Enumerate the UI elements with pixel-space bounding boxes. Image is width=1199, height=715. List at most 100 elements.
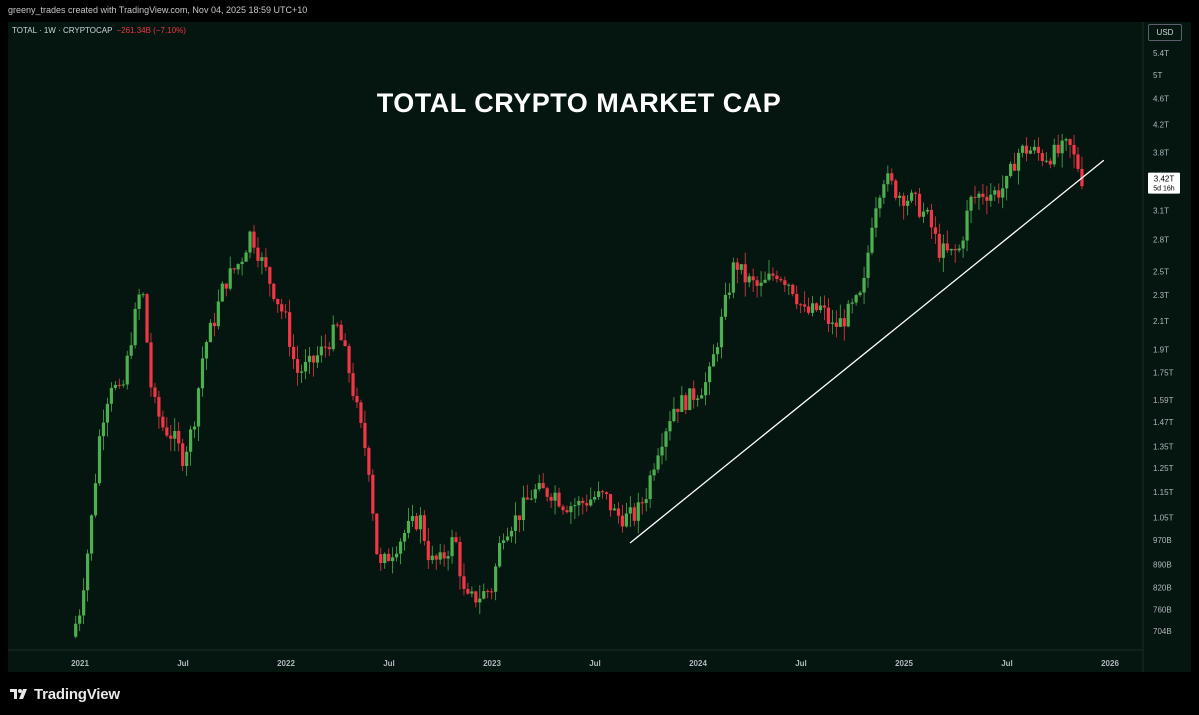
candle-body: [216, 301, 220, 327]
candle-body: [165, 427, 169, 436]
candle: [109, 382, 113, 412]
y-tick-label: 704B: [1153, 627, 1172, 636]
candle: [149, 332, 153, 397]
candle-body: [319, 346, 323, 356]
candle: [636, 492, 640, 534]
candle: [509, 526, 514, 543]
candle: [604, 491, 609, 500]
candle: [886, 165, 890, 192]
candle-body: [830, 322, 834, 324]
chart-panel[interactable]: 5.4T 5T 4.6T 4.2T 3.8T 3.1T 2.8T 2.5T 2.3T 2.1T 1.…: [8, 22, 1191, 672]
candle: [707, 362, 712, 395]
candle: [1001, 175, 1005, 209]
candle: [470, 586, 474, 598]
y-tick-label: 2.1T: [1153, 317, 1169, 326]
x-tick-label: Jul: [1001, 659, 1013, 668]
candle: [882, 179, 886, 204]
candle-body: [1044, 160, 1048, 162]
candle: [902, 192, 906, 220]
candle: [1032, 139, 1037, 154]
candle: [434, 553, 438, 570]
candle: [977, 191, 981, 210]
candle-body: [672, 408, 676, 422]
candle: [779, 276, 783, 283]
candle-body: [387, 553, 391, 562]
candle-body: [82, 590, 86, 616]
candle: [292, 334, 296, 369]
candle-body: [521, 497, 525, 521]
y-tick-label: 1.47T: [1153, 418, 1174, 427]
candle-body: [1048, 160, 1052, 165]
currency-button[interactable]: USD: [1148, 24, 1182, 41]
candle: [913, 191, 918, 206]
chart-title: TOTAL CRYPTO MARKET CAP: [377, 88, 782, 118]
candle: [921, 202, 926, 223]
candle: [196, 386, 201, 441]
candle: [367, 445, 371, 482]
x-tick-label: 2021: [71, 659, 89, 668]
candle: [1024, 137, 1029, 162]
candle-body: [906, 200, 910, 206]
candle: [751, 268, 755, 293]
y-tick-label: 1.15T: [1153, 488, 1174, 497]
candle-body: [795, 294, 799, 305]
candle: [363, 410, 367, 457]
last-price-tag: 3.42T 5d 16h: [1148, 172, 1180, 194]
candle: [379, 547, 383, 571]
candle: [121, 379, 125, 388]
candle: [371, 469, 375, 521]
candle-body: [307, 355, 312, 362]
candle: [700, 388, 704, 399]
candle: [632, 503, 636, 527]
candle-body: [704, 382, 708, 396]
symbol-legend[interactable]: TOTAL · 1W · CRYPTOCAP −261.34B (−7.10%): [12, 26, 186, 35]
candle: [549, 493, 553, 508]
candle: [430, 545, 434, 565]
candle: [941, 234, 945, 272]
candle-body: [1032, 146, 1037, 151]
candle: [375, 513, 379, 555]
candle-body: [450, 537, 454, 557]
candle-body: [105, 403, 110, 423]
candle: [533, 483, 537, 503]
candle-body: [529, 498, 533, 500]
y-tick-label: 2.5T: [1153, 267, 1169, 276]
candle: [981, 183, 985, 205]
candle: [664, 427, 668, 461]
candle: [624, 502, 628, 528]
y-tick-label: 820B: [1153, 584, 1172, 593]
candle: [252, 224, 256, 254]
tradingview-footer[interactable]: TradingView: [8, 684, 120, 704]
candle-body: [719, 316, 724, 348]
candle-body: [157, 396, 161, 417]
candle-body: [292, 346, 296, 360]
x-tick-label: Jul: [177, 659, 189, 668]
candle: [715, 342, 720, 362]
candle-body: [1036, 146, 1040, 154]
candle: [398, 538, 403, 565]
candle-body: [838, 318, 842, 327]
last-price-value: 3.42T: [1154, 175, 1175, 184]
candle-body: [751, 276, 755, 281]
candle-body: [490, 591, 494, 593]
candle-body: [347, 346, 351, 374]
candle: [961, 236, 965, 258]
candle: [410, 504, 415, 527]
candle-body: [343, 340, 347, 347]
candle-body: [513, 515, 518, 531]
candle: [323, 334, 327, 358]
candle: [529, 489, 533, 501]
candle: [985, 186, 989, 215]
candle: [957, 244, 961, 253]
candle-body: [74, 623, 78, 637]
candle: [141, 292, 145, 298]
candle-body: [1020, 145, 1025, 153]
candle-body: [498, 542, 502, 567]
candle: [1076, 147, 1080, 173]
y-tick-label: 1.59T: [1153, 396, 1174, 405]
candle: [86, 549, 90, 602]
candle-body: [482, 591, 486, 599]
candle-body: [604, 492, 609, 494]
candle-body: [945, 243, 949, 251]
price-chart[interactable]: 5.4T 5T 4.6T 4.2T 3.8T 3.1T 2.8T 2.5T 2.3T 2.1T 1.…: [8, 22, 1191, 672]
